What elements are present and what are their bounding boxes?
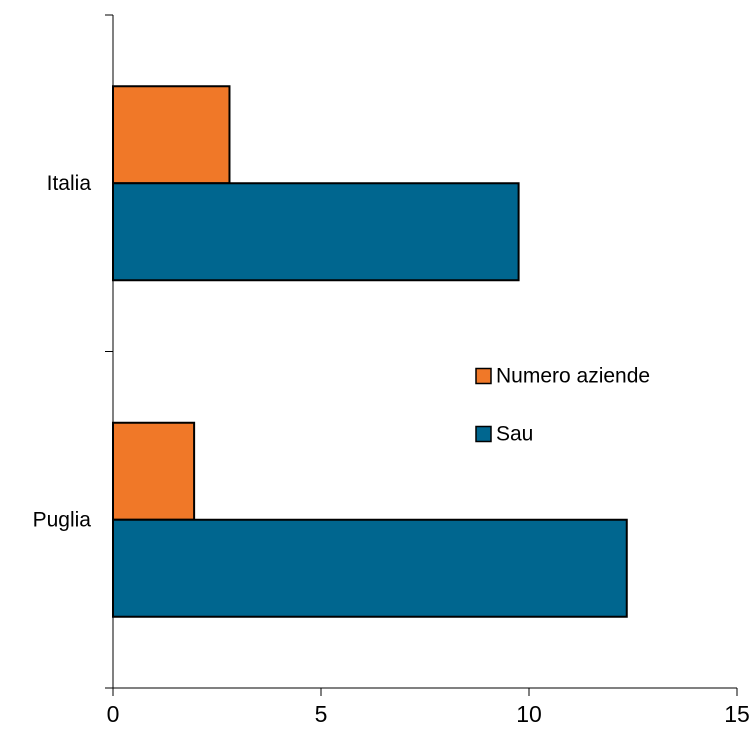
x-tick-label: 5	[315, 701, 328, 727]
x-tick-label: 15	[724, 701, 750, 727]
x-tick-label: 10	[516, 701, 542, 727]
legend-swatch-sau	[475, 425, 492, 443]
legend-label-sau: Sau	[496, 423, 533, 446]
bars-layer	[112, 85, 628, 618]
category-label-italia: Italia	[47, 172, 92, 195]
axes-layer: Italia Puglia 0 5 10 15	[33, 14, 750, 727]
legend-label-numero-aziende: Numero aziende	[496, 365, 650, 388]
category-label-puglia: Puglia	[33, 508, 92, 531]
bar-italia-numero-aziende	[112, 85, 231, 185]
legend-swatch-numero-aziende	[475, 367, 492, 385]
x-tick-label: 0	[107, 701, 120, 727]
bar-puglia-numero-aziende	[112, 421, 196, 521]
bar-puglia-sau	[112, 518, 628, 618]
bar-italia-sau	[112, 182, 520, 282]
legend: Numero aziende Sau	[475, 365, 650, 446]
